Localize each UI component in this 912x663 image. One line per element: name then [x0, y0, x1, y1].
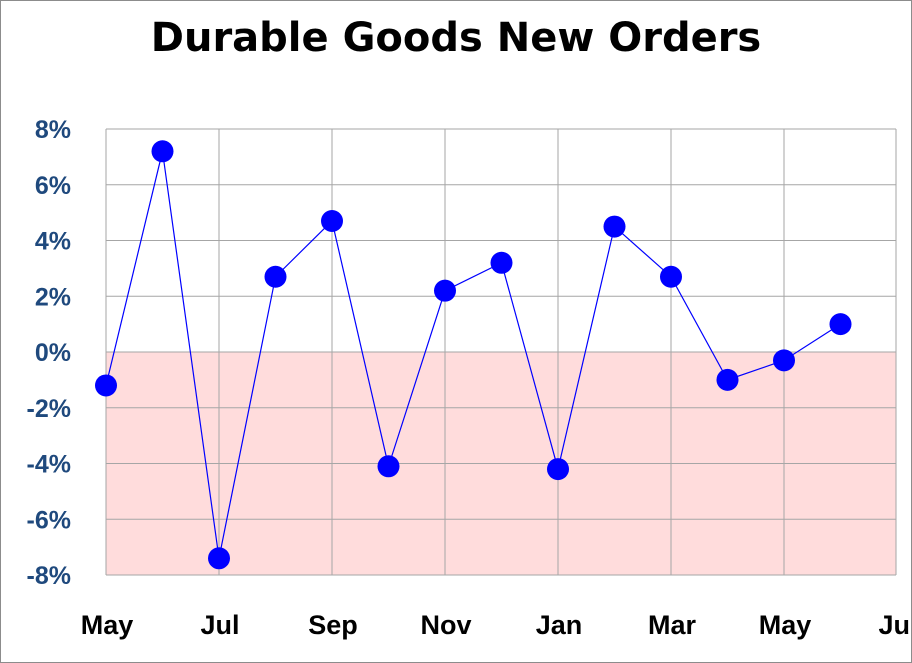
data-point [490, 251, 513, 274]
data-point [603, 215, 626, 238]
series-line [105, 151, 841, 559]
y-tick-label: -6% [27, 506, 71, 534]
data-point [434, 279, 456, 302]
x-tick-label: May [759, 610, 812, 640]
data-point [208, 547, 230, 570]
y-tick-label: 8% [35, 116, 71, 144]
data-point [773, 349, 795, 372]
x-tick-label: Mar [648, 610, 697, 640]
y-tick-label: 2% [35, 283, 71, 311]
x-tick-label: Nov [420, 610, 471, 640]
data-point [321, 209, 343, 232]
chart-title: Durable Goods New Orders [150, 15, 762, 61]
y-tick-label: -2% [27, 395, 71, 423]
data-point [151, 140, 174, 163]
y-tick-label: -8% [27, 562, 71, 590]
y-tick-label: 6% [35, 172, 71, 200]
data-point [829, 313, 852, 336]
data-point [660, 265, 682, 288]
x-tick-label: Sep [308, 610, 358, 640]
data-point [95, 374, 117, 397]
y-tick-label: -4% [27, 451, 71, 479]
data-point [547, 458, 569, 481]
y-tick-label: 4% [35, 228, 71, 256]
x-tick-label: Jan [536, 610, 583, 640]
y-tick-label: 0% [35, 339, 71, 367]
x-tick-label: Jul [200, 610, 239, 640]
x-tick-label: Jul [878, 610, 911, 640]
data-point [377, 455, 400, 478]
data-point [264, 265, 287, 288]
data-point [716, 368, 739, 391]
x-tick-label: May [81, 610, 134, 640]
